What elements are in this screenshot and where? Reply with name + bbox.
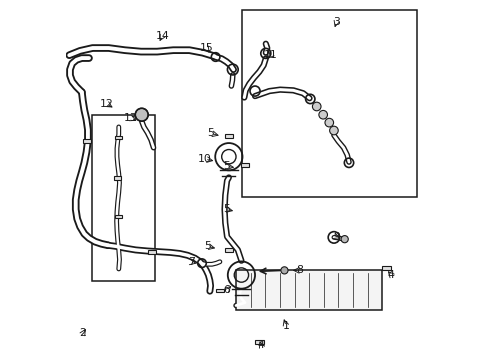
Text: 5: 5 — [207, 129, 214, 138]
Bar — [236, 270, 382, 310]
Text: 4: 4 — [388, 270, 395, 280]
Text: 15: 15 — [199, 43, 213, 53]
Text: 13: 13 — [124, 113, 138, 123]
Text: 5: 5 — [223, 204, 230, 215]
Text: 10: 10 — [198, 154, 212, 164]
Circle shape — [341, 235, 348, 243]
Bar — [114, 176, 121, 180]
Bar — [255, 340, 264, 345]
Text: 9: 9 — [333, 232, 340, 242]
Bar — [225, 248, 233, 252]
Text: 6: 6 — [223, 285, 230, 296]
Text: 14: 14 — [156, 31, 170, 41]
Text: 5: 5 — [204, 241, 211, 251]
Text: 2: 2 — [79, 328, 86, 338]
Bar — [241, 163, 249, 167]
Text: 11: 11 — [264, 50, 278, 60]
Bar — [216, 289, 224, 292]
Text: 7: 7 — [189, 257, 196, 267]
Bar — [115, 215, 122, 219]
Bar — [92, 116, 155, 281]
Bar — [148, 249, 156, 254]
Bar — [83, 139, 91, 143]
Circle shape — [313, 102, 321, 111]
Bar — [382, 266, 391, 270]
Circle shape — [325, 118, 334, 127]
Circle shape — [281, 267, 288, 274]
Text: 5: 5 — [223, 161, 230, 171]
Bar — [115, 136, 122, 139]
Text: 3: 3 — [333, 17, 340, 27]
Text: 4: 4 — [258, 340, 265, 350]
Text: 8: 8 — [296, 265, 303, 275]
Text: 1: 1 — [283, 321, 290, 331]
Bar — [225, 134, 233, 138]
Bar — [242, 10, 417, 197]
Text: 12: 12 — [100, 99, 114, 109]
Circle shape — [319, 111, 327, 119]
Circle shape — [330, 126, 338, 135]
Circle shape — [135, 108, 148, 121]
